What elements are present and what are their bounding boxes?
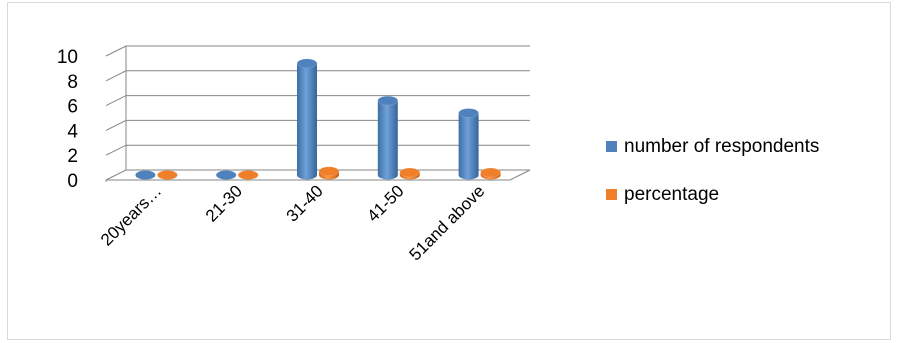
gridline [105, 95, 530, 107]
x-category-label: 31-40 [283, 181, 327, 225]
bar-percentage-1 [237, 170, 259, 180]
floor [105, 169, 531, 181]
x-category-label: 41-50 [363, 181, 407, 225]
bar-percentage-0 [157, 170, 178, 180]
y-tick-label: 6 [67, 97, 78, 118]
legend: number of respondents percentage [606, 136, 819, 205]
x-category-label: 51and above [405, 181, 488, 264]
x-category-label: 20years… [97, 181, 165, 249]
gridline [105, 70, 530, 82]
y-tick-label: 10 [57, 47, 78, 68]
legend-swatch [606, 189, 617, 200]
bar-respondents-4 [458, 108, 479, 180]
bar-percentage-3 [399, 167, 421, 180]
legend-label: number of respondents [624, 136, 819, 157]
y-axis-tick-labels: 0 2 4 6 8 10 [57, 47, 79, 192]
bars [135, 58, 501, 180]
legend-swatch [606, 141, 617, 152]
bar-respondents-1 [215, 170, 237, 180]
y-tick-label: 4 [67, 121, 78, 142]
gridline [105, 45, 530, 57]
bar-respondents-0 [135, 170, 156, 180]
y-tick-label: 2 [67, 146, 78, 167]
bar-respondents-3 [377, 95, 399, 180]
legend-label: percentage [624, 184, 719, 205]
x-category-label: 21-30 [202, 181, 246, 225]
bar-respondents-2 [296, 58, 318, 180]
y-tick-label: 8 [67, 72, 78, 93]
bar-percentage-4 [480, 167, 501, 180]
y-tick-label: 0 [67, 171, 78, 192]
bar-percentage-2 [318, 166, 340, 180]
